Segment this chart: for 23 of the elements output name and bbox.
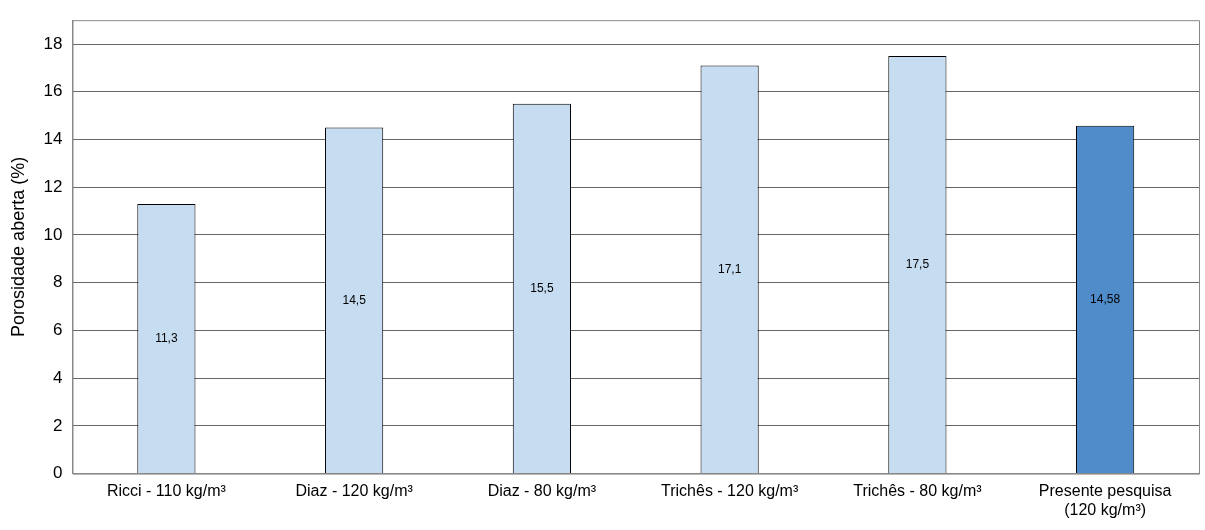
y-tick-label: 10 — [43, 224, 63, 244]
y-tick-label: 4 — [53, 367, 63, 387]
data-label: 15,5 — [530, 280, 554, 295]
y-axis-title: Porosidade aberta (%) — [7, 156, 28, 337]
y-tick-label: 14 — [43, 129, 63, 149]
data-label: 14,58 — [1090, 291, 1121, 306]
y-tick-label: 6 — [53, 320, 63, 340]
x-tick-label: Presente pesquisa (120 kg/m³) — [1038, 481, 1172, 518]
y-tick-label: 8 — [53, 272, 63, 292]
y-tick-label: 12 — [43, 176, 63, 196]
y-tick-label: 18 — [43, 33, 63, 53]
data-label: 11,3 — [155, 330, 178, 345]
data-label: 14,5 — [342, 292, 367, 307]
x-tick-label: Diaz - 80 kg/m³ — [487, 481, 597, 499]
y-tick-label: 16 — [43, 81, 63, 101]
y-tick-label: 0 — [53, 463, 63, 483]
data-label: 17,1 — [717, 261, 742, 276]
data-label: 17,5 — [905, 256, 930, 271]
x-tick-label: Trichês - 120 kg/m³ — [661, 481, 799, 499]
y-tick-label: 2 — [53, 415, 63, 435]
x-tick-label: Diaz - 120 kg/m³ — [295, 481, 414, 499]
x-tick-label: Trichês - 80 kg/m³ — [853, 481, 983, 499]
x-tick-label: Ricci - 110 kg/m³ — [106, 481, 227, 499]
